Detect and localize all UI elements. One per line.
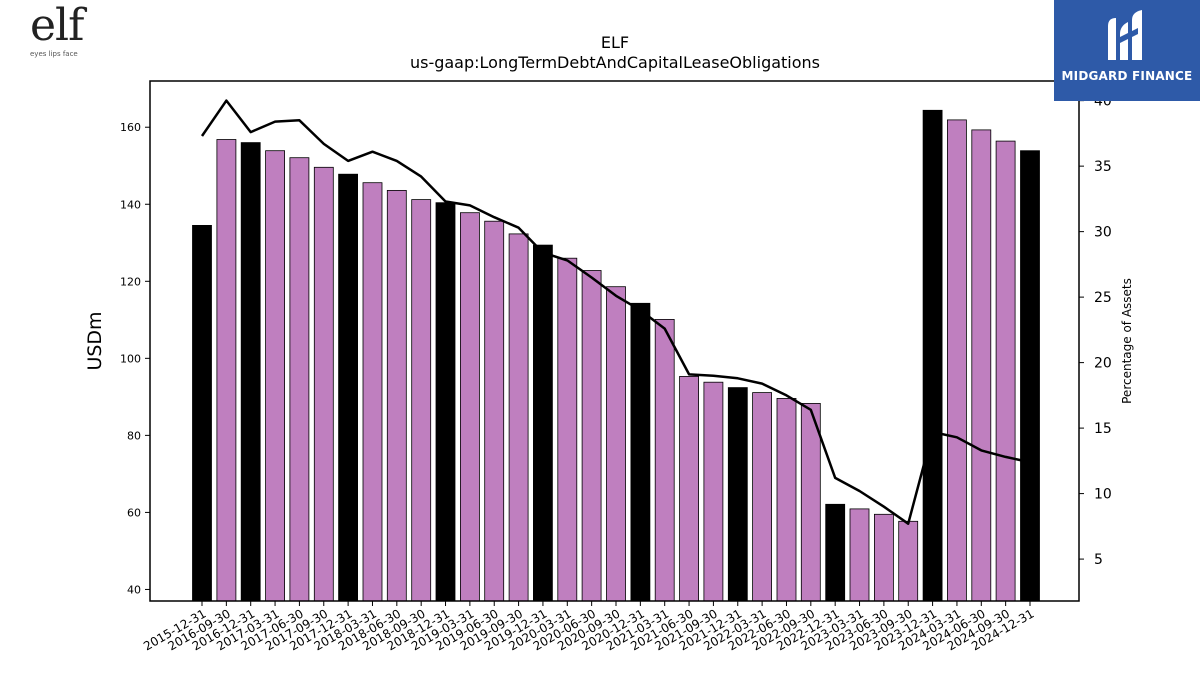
- bar-2022-06-30: [776, 397, 797, 602]
- bar-2022-09-30: [800, 402, 821, 602]
- y-axis-label: USDm: [84, 311, 106, 370]
- bar-2022-03-31: [752, 392, 772, 602]
- bar-2018-12-31: [435, 202, 456, 602]
- bar-2024-06-30: [971, 129, 992, 602]
- bar-2017-03-31: [265, 150, 286, 602]
- plot-frame: [149, 80, 1080, 602]
- bar-2023-06-30: [874, 513, 894, 602]
- bars-layer: [192, 109, 1040, 602]
- left-axis: 40 60 80 100 120 140 160: [120, 121, 150, 596]
- y2-tick-label: 15: [1094, 421, 1112, 437]
- bar-2020-12-31: [630, 302, 651, 602]
- bar-2023-12-31: [922, 109, 943, 602]
- x-axis: 2015-12-312016-09-302016-12-312017-03-31…: [141, 601, 1037, 653]
- bar-2019-09-30: [508, 233, 529, 602]
- bar-2015-12-31: [192, 224, 212, 602]
- bar-2019-03-31: [459, 212, 480, 602]
- watermark-badge: MIDGARD FINANCE: [1054, 0, 1200, 101]
- chart-title: ELF: [601, 33, 629, 52]
- y-tick-label: 160: [120, 121, 141, 134]
- y-tick-label: 80: [127, 429, 141, 442]
- y2-tick-label: 30: [1094, 225, 1112, 241]
- bar-2021-06-30: [679, 375, 699, 602]
- percent-of-assets-line: [200, 99, 1031, 525]
- bar-2020-09-30: [606, 286, 626, 602]
- bar-2021-12-31: [727, 387, 748, 602]
- y-tick-label: 100: [120, 352, 141, 365]
- bar-2020-06-30: [581, 270, 602, 602]
- company-logo-mark: elf: [30, 0, 84, 51]
- bar-2017-06-30: [289, 157, 310, 602]
- bar-2019-12-31: [533, 244, 553, 602]
- bar-2016-09-30: [216, 139, 237, 602]
- bar-2018-06-30: [386, 189, 407, 602]
- bar-2022-12-31: [825, 503, 846, 602]
- bar-2024-09-30: [995, 140, 1016, 602]
- company-logo-tagline: eyes lips face: [30, 50, 78, 58]
- bar-2024-12-31: [1020, 150, 1040, 602]
- bar-2021-03-31: [654, 318, 675, 602]
- bar-2019-06-30: [484, 220, 505, 602]
- watermark-text: MIDGARD FINANCE: [1061, 69, 1193, 83]
- percent-line-layer: [200, 99, 1031, 525]
- y2-axis-label: Percentage of Assets: [1120, 278, 1134, 404]
- chart-subtitle: us-gaap:LongTermDebtAndCapitalLeaseOblig…: [410, 53, 820, 72]
- bar-2023-09-30: [898, 520, 919, 602]
- bar-2016-12-31: [240, 142, 261, 602]
- bar-2018-09-30: [411, 199, 432, 602]
- y2-tick-label: 5: [1094, 552, 1103, 568]
- midgard-logo-icon: [1108, 10, 1142, 60]
- bar-2021-09-30: [703, 381, 724, 602]
- bar-2017-09-30: [313, 166, 334, 602]
- bar-2023-03-31: [849, 508, 870, 602]
- y-tick-label: 140: [120, 198, 141, 211]
- y-tick-label: 60: [127, 506, 141, 519]
- y2-tick-label: 25: [1094, 290, 1112, 306]
- bar-2024-03-31: [947, 119, 967, 602]
- bar-2018-03-31: [362, 182, 383, 602]
- y2-tick-label: 20: [1094, 356, 1112, 372]
- bar-2020-03-31: [557, 257, 578, 602]
- y2-tick-label: 10: [1094, 487, 1112, 503]
- y-tick-label: 120: [120, 275, 141, 288]
- y-tick-label: 40: [127, 583, 141, 596]
- y2-tick-label: 35: [1094, 159, 1112, 175]
- bar-2017-12-31: [338, 173, 359, 602]
- company-logo: elf eyes lips face: [30, 4, 94, 62]
